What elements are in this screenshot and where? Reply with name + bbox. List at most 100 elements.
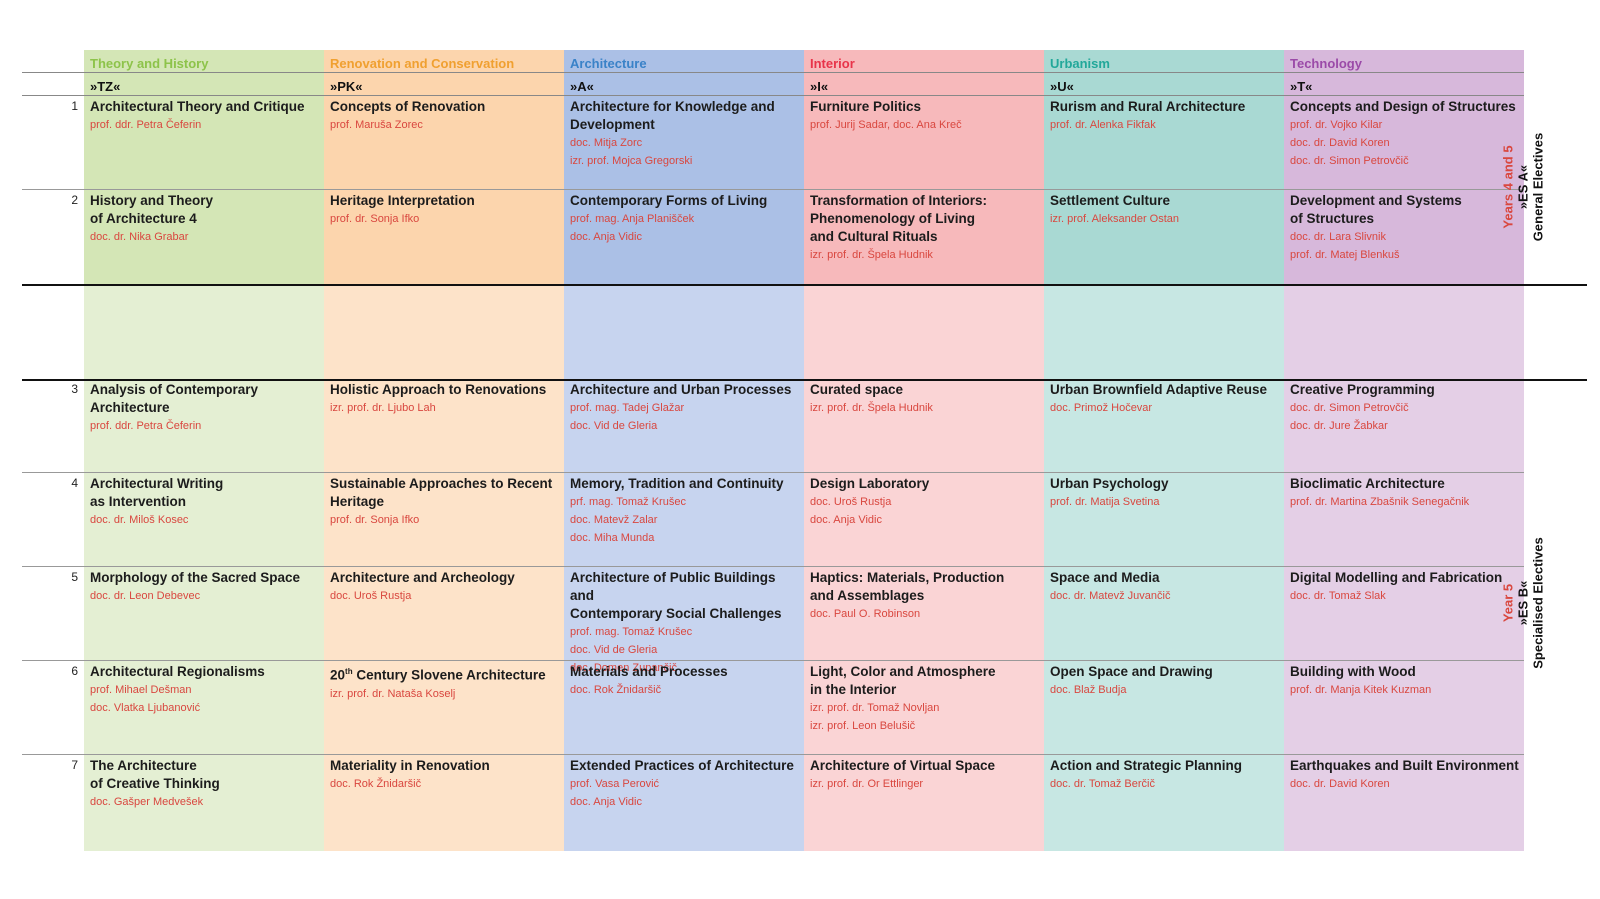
course-cell: Extended Practices of Architecture prof. …: [570, 757, 800, 811]
course-title: Transformation of Interiors: Phenomenolog…: [810, 193, 988, 244]
course-title: The Architecture of Creative Thinking: [90, 758, 220, 791]
course-lecturer: doc. dr. Simon Petrovčič: [1290, 402, 1409, 414]
course-lecturer: doc. Rok Žnidaršič: [570, 684, 662, 696]
category-column: Theory and History »TZ« Architectural Theo…: [84, 50, 324, 851]
course-title: Design Laboratory: [810, 476, 930, 491]
course-title: Concepts of Renovation: [330, 99, 486, 114]
course-lecturer: izr. prof. Mojca Gregorski: [570, 155, 693, 167]
course-cell: Curated space izr. prof. dr. Špela Hudnik: [810, 381, 1040, 417]
course-lecturer: prof. mag. Tomaž Krušec: [570, 626, 693, 638]
course-cell: Creative Programming doc. dr. Simon Petro…: [1290, 381, 1520, 435]
course-cell: Action and Strategic Planning doc. dr. To…: [1050, 757, 1280, 793]
course-cell: Rurism and Rural Architecture prof. dr. A…: [1050, 98, 1280, 134]
row-divider: [22, 72, 1524, 73]
course-cell: Heritage Interpretation prof. dr. Sonja I…: [330, 192, 560, 228]
category-code: »PK«: [330, 79, 363, 94]
course-lecturer: doc. Blaž Budja: [1050, 684, 1127, 696]
course-cell: Digital Modelling and Fabrication doc. dr…: [1290, 569, 1520, 605]
course-title: Holistic Approach to Renovations: [330, 382, 547, 397]
course-title: Analysis of Contemporary Architecture: [90, 382, 259, 415]
course-title: Architectural Writing as Intervention: [90, 476, 224, 509]
course-title: Architectural Regionalisms: [90, 664, 265, 679]
course-lecturer: izr. prof. dr. Or Ettlinger: [810, 778, 924, 790]
course-title: Action and Strategic Planning: [1050, 758, 1243, 773]
row-divider: [22, 660, 1524, 661]
course-cell: Materiality in Renovation doc. Rok Žnidar…: [330, 757, 560, 793]
course-title: Furniture Politics: [810, 99, 922, 114]
course-lecturer: doc. Uroš Rustja: [330, 590, 412, 602]
course-lecturer: doc. dr. David Koren: [1290, 137, 1390, 149]
side-label-es-a-name: General Electives: [1530, 132, 1546, 242]
course-lecturer: prof. Maruša Zorec: [330, 119, 423, 131]
course-cell: History and Theory of Architecture 4 doc. …: [90, 192, 320, 246]
course-lecturer: izr. prof. dr. Nataša Koselj: [330, 687, 456, 700]
course-lecturer: doc. Gašper Medvešek: [90, 796, 204, 808]
category-header: Theory and History: [90, 56, 209, 71]
column-bg-bottom: [564, 284, 804, 851]
column-bg-top: [564, 50, 804, 284]
category-header: Renovation and Conservation: [330, 56, 515, 71]
course-lecturer: doc. Uroš Rustja: [810, 496, 892, 508]
course-lecturer: doc. Rok Žnidaršič: [330, 778, 422, 790]
course-cell: Concepts of Renovation prof. Maruša Zorec: [330, 98, 560, 134]
row-divider: [22, 189, 1524, 190]
course-lecturer: prof. dr. Matija Svetina: [1050, 496, 1160, 508]
course-title: Extended Practices of Architecture: [570, 758, 794, 773]
course-cell: Holistic Approach to Renovations izr. pro…: [330, 381, 560, 417]
course-lecturer: doc. Vid de Gleria: [570, 644, 658, 656]
course-lecturer: prof. Vasa Perović: [570, 778, 660, 790]
course-title: Haptics: Materials, Production and Assemb…: [810, 570, 1005, 603]
course-cell: Sustainable Approaches to Recent Heritage…: [330, 475, 560, 529]
category-code: »I«: [810, 79, 829, 94]
course-title: Architecture of Public Buildings and Cont…: [570, 570, 782, 621]
course-lecturer: doc. Miha Munda: [570, 532, 655, 544]
course-cell: Earthquakes and Built Environment doc. dr…: [1290, 757, 1520, 793]
course-lecturer: izr. prof. dr. Tomaž Novljan: [810, 702, 940, 714]
course-title: Architectural Theory and Critique: [90, 99, 305, 114]
category-column: Interior »I« Furniture Politics prof. Jurij…: [804, 50, 1044, 851]
course-lecturer: doc. Anja Vidic: [810, 514, 882, 526]
category-column: Architecture »A« Architecture for Knowledg…: [564, 50, 804, 851]
course-title: Architecture and Archeology: [330, 570, 515, 585]
row-divider: [22, 379, 1587, 381]
course-cell: Architectural Writing as Intervention doc.…: [90, 475, 320, 529]
row-number: 5: [71, 570, 78, 584]
course-title: Concepts and Design of Structures: [1290, 99, 1516, 114]
course-lecturer: doc. Anja Vidic: [570, 796, 642, 808]
column-bg-top: [1044, 50, 1284, 284]
course-lecturer: doc. Matevž Zalar: [570, 514, 658, 526]
course-lecturer: prof. dr. Manja Kitek Kuzman: [1290, 684, 1432, 696]
course-title: Architecture of Virtual Space: [810, 758, 996, 773]
course-cell: 20th Century Slovene Architecture izr. pr…: [330, 663, 560, 703]
course-title: Curated space: [810, 382, 904, 397]
course-title: Memory, Tradition and Continuity: [570, 476, 784, 491]
course-lecturer: doc. dr. Miloš Kosec: [90, 514, 189, 526]
course-cell: Urban Brownfield Adaptive Reuse doc. Prim…: [1050, 381, 1280, 417]
course-title: Settlement Culture: [1050, 193, 1171, 208]
course-cell: Space and Media doc. dr. Matevž Juvančič: [1050, 569, 1280, 605]
course-lecturer: doc. Anja Vidic: [570, 231, 642, 243]
course-cell: Morphology of the Sacred Space doc. dr. L…: [90, 569, 320, 605]
course-lecturer: izr. prof. dr. Špela Hudnik: [810, 402, 933, 414]
course-title: Morphology of the Sacred Space: [90, 570, 301, 585]
row-number: 3: [71, 382, 78, 396]
course-cell: Contemporary Forms of Living prof. mag. A…: [570, 192, 800, 246]
course-cell: Architectural Theory and Critique prof. d…: [90, 98, 320, 134]
category-code: »T«: [1290, 79, 1313, 94]
course-cell: Settlement Culture izr. prof. Aleksander …: [1050, 192, 1280, 228]
course-lecturer: prof. ddr. Petra Čeferin: [90, 119, 202, 131]
course-lecturer: doc. Mitja Zorc: [570, 137, 643, 149]
category-header: Interior: [810, 56, 855, 71]
column-bg-bottom: [324, 284, 564, 851]
course-title: Contemporary Forms of Living: [570, 193, 768, 208]
course-cell: Analysis of Contemporary Architecture prof…: [90, 381, 320, 435]
course-cell: Urban Psychology prof. dr. Matija Svetina: [1050, 475, 1280, 511]
course-title: Heritage Interpretation: [330, 193, 475, 208]
row-number: 7: [71, 758, 78, 772]
course-cell: Design Laboratory doc. Uroš Rustja doc. An…: [810, 475, 1040, 529]
course-title: Architecture for Knowledge and Developmen…: [570, 99, 775, 132]
row-number: 6: [71, 664, 78, 678]
course-lecturer: doc. dr. Matevž Juvančič: [1050, 590, 1171, 602]
row-number: 4: [71, 476, 78, 490]
row-divider: [22, 95, 1524, 96]
